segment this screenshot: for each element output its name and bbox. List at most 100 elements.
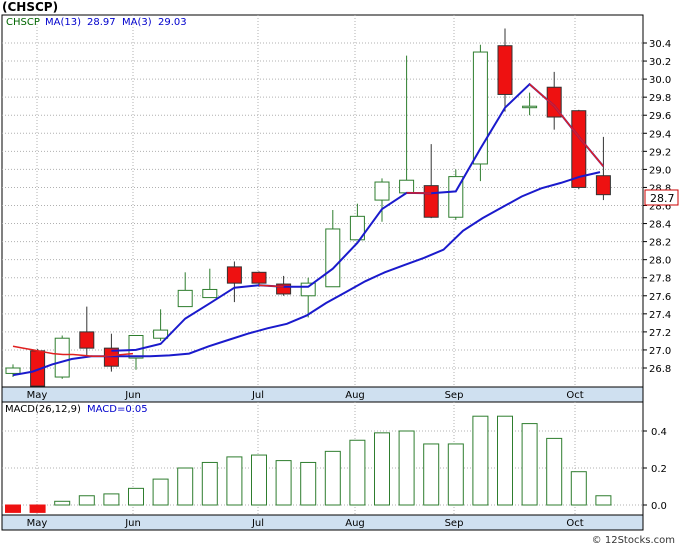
price-y-tick-label: 28.6: [649, 202, 671, 213]
macd-month-label: May: [27, 518, 48, 529]
candle-up: [128, 335, 144, 359]
legend-ma13-label: MA(13): [45, 17, 81, 28]
macd-y-axis: 0.0 0.2 0.4: [643, 427, 667, 512]
price-y-axis: 26.8 27.0 27.2 27.4 27.6 27.8 28.0 28.2 28.4 28.6…: [643, 39, 671, 375]
macd-bar: [447, 443, 464, 506]
last-price-label: 28.7: [650, 192, 675, 205]
last-price-box: 28.7: [644, 189, 679, 206]
watermark: © 12Stocks.com: [592, 535, 675, 546]
macd-bar: [78, 495, 95, 506]
price-y-tick-label: 29.6: [649, 111, 671, 122]
macd-bar-negative: [5, 504, 21, 513]
macd-month-label: Jun: [124, 518, 141, 529]
candle-up: [374, 181, 390, 201]
macd-x-axis: May Jun Jul Aug Sep Oct: [27, 518, 584, 529]
macd-bar: [472, 415, 489, 506]
ma3-down-segment: [553, 105, 580, 138]
macd-bar: [497, 415, 513, 506]
macd-bar: [103, 493, 120, 506]
price-y-tick-label: 29.0: [649, 165, 671, 176]
macd-bar: [251, 454, 267, 506]
candle-down: [571, 110, 587, 188]
ma3-fast-line: [111, 82, 605, 352]
macd-bar: [324, 450, 341, 506]
price-y-tick-label: 29.2: [649, 147, 671, 158]
candle-down: [595, 175, 611, 196]
macd-bar: [300, 461, 317, 506]
price-y-tick-label: 28.2: [649, 238, 671, 249]
candle-up: [153, 329, 169, 339]
price-month-label: Jun: [124, 390, 141, 401]
price-y-tick-label: 27.6: [649, 292, 671, 303]
candle-down: [423, 185, 439, 218]
macd-bars: [5, 415, 612, 513]
candle-down: [226, 266, 242, 284]
macd-bar: [177, 467, 194, 506]
price-month-label: May: [27, 390, 48, 401]
macd-month-label: Sep: [445, 518, 464, 529]
macd-bar: [570, 471, 587, 506]
macd-y-tick-label: 0.2: [651, 464, 667, 475]
ma3-down-segment: [529, 83, 555, 107]
price-y-tick-label: 27.2: [649, 328, 671, 339]
macd-bar: [546, 437, 563, 506]
price-month-label: Aug: [345, 390, 365, 401]
candle-down: [276, 283, 292, 295]
moving-averages: [12, 82, 605, 377]
price-y-tick-label: 29.4: [649, 129, 671, 140]
macd-legend: MACD(26,12,9) MACD=0.05: [5, 404, 148, 415]
macd-bar: [128, 487, 144, 506]
legend-ma3-value: 29.03: [158, 17, 187, 28]
price-y-tick-label: 27.8: [649, 274, 671, 285]
price-y-tick-label: 28.0: [649, 256, 671, 267]
legend-ma3-label: MA(3): [122, 17, 152, 28]
price-panel-frame: [1, 14, 644, 388]
candle-up: [202, 288, 218, 299]
candle-up: [54, 337, 70, 378]
price-y-tick-label: 29.8: [649, 93, 671, 104]
macd-bar: [398, 430, 415, 506]
candle-up: [349, 215, 365, 241]
legend-ma13-value: 28.97: [87, 17, 116, 28]
macd-month-band: [1, 514, 644, 531]
page-title: (CHSCP): [2, 0, 58, 14]
candle-up: [472, 51, 488, 165]
price-y-tick-label: 30.4: [649, 39, 671, 50]
price-y-tick-label: 27.4: [649, 310, 671, 321]
macd-bar: [152, 478, 169, 506]
price-month-band: [1, 386, 644, 403]
macd-bar: [226, 456, 243, 506]
candle-down: [497, 45, 513, 95]
candle-up: [300, 282, 316, 297]
price-month-label: Sep: [445, 390, 464, 401]
price-candles: [5, 28, 611, 387]
legend-symbol: CHSCP: [6, 17, 40, 28]
price-month-label: Oct: [566, 390, 583, 401]
candle-down: [251, 271, 267, 284]
price-x-axis: May Jun Jul Aug Sep Oct: [27, 390, 584, 401]
macd-bar: [374, 432, 390, 506]
macd-panel: 0.0 0.2 0.4 MACD(26,12,9) MACD=0.05: [1, 401, 667, 516]
macd-month-label: Aug: [345, 518, 365, 529]
macd-bar: [521, 423, 538, 506]
macd-bar: [275, 460, 292, 506]
ma3-down-segment: [578, 136, 604, 167]
macd-y-tick-label: 0.4: [651, 427, 667, 438]
macd-bar-negative: [29, 504, 46, 513]
price-grid: [2, 15, 643, 387]
price-y-tick-label: 28.8: [649, 183, 671, 194]
candle-up: [325, 228, 341, 288]
candle-down: [79, 331, 95, 349]
ma3-down-segment: [258, 284, 284, 288]
price-y-tick-label: 27.0: [649, 346, 671, 357]
macd-legend-label: MACD(26,12,9): [5, 404, 81, 415]
macd-bar: [201, 461, 218, 506]
price-panel: 26.8 27.0 27.2 27.4 27.6 27.8 28.0 28.2 28.4 28.6…: [1, 14, 679, 388]
ma3-line: [12, 345, 134, 358]
macd-bar: [349, 439, 366, 506]
macd-legend-value: MACD=0.05: [87, 404, 148, 415]
price-legend: CHSCP MA(13) 28.97 MA(3) 29.03: [6, 17, 187, 28]
macd-month-label: Oct: [566, 518, 583, 529]
candle-up: [5, 367, 21, 374]
